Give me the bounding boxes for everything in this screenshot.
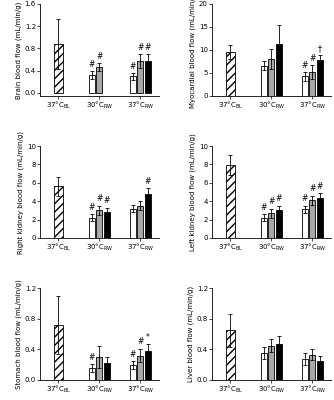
Bar (317, 361, 323, 380)
Text: #: # (89, 60, 95, 69)
Text: #: # (96, 52, 103, 61)
Bar (145, 351, 151, 380)
Bar (96, 357, 103, 380)
Bar (261, 218, 267, 238)
Bar (137, 356, 143, 380)
Bar (302, 210, 308, 238)
Text: #: # (89, 203, 95, 212)
Bar (261, 66, 267, 96)
Bar (130, 208, 136, 238)
Text: †: † (318, 44, 322, 53)
Bar (261, 353, 267, 380)
Y-axis label: Stomach blood flow (mL/min/g): Stomach blood flow (mL/min/g) (15, 279, 22, 389)
Bar (226, 52, 235, 96)
Bar (317, 198, 323, 238)
Text: #: # (137, 43, 144, 52)
Y-axis label: Brain blood flow (mL/min/g): Brain blood flow (mL/min/g) (15, 1, 22, 98)
Bar (54, 186, 63, 238)
Text: #: # (316, 182, 323, 191)
Text: #: # (130, 350, 136, 359)
Text: #: # (130, 62, 136, 71)
Bar (226, 166, 235, 238)
Text: #: # (302, 60, 308, 70)
Bar (309, 200, 315, 238)
Bar (104, 363, 110, 380)
Text: *: * (146, 333, 150, 342)
Bar (89, 368, 95, 380)
Bar (309, 355, 315, 380)
Bar (226, 330, 235, 380)
Text: #: # (144, 43, 151, 52)
Bar (268, 346, 275, 380)
Bar (54, 325, 63, 380)
Bar (137, 61, 143, 93)
Bar (130, 365, 136, 380)
Bar (302, 359, 308, 380)
Bar (309, 72, 315, 96)
Y-axis label: Right kidney blood flow (mL/min/g): Right kidney blood flow (mL/min/g) (18, 130, 24, 254)
Bar (137, 206, 143, 238)
Bar (268, 59, 275, 96)
Bar (96, 67, 103, 93)
Text: #: # (89, 353, 95, 362)
Bar (276, 344, 282, 380)
Bar (317, 60, 323, 96)
Bar (104, 212, 110, 238)
Text: #: # (96, 194, 103, 204)
Text: #: # (309, 54, 315, 63)
Text: #: # (309, 184, 315, 193)
Y-axis label: Myocardial blood flow (mL/min/g): Myocardial blood flow (mL/min/g) (190, 0, 196, 108)
Text: #: # (137, 337, 144, 346)
Text: #: # (268, 197, 275, 206)
Y-axis label: Left kidney blood flow (mL/min/g): Left kidney blood flow (mL/min/g) (190, 133, 196, 251)
Bar (268, 213, 275, 238)
Bar (96, 210, 103, 238)
Bar (130, 76, 136, 93)
Bar (302, 76, 308, 96)
Text: #: # (276, 194, 282, 204)
Text: #: # (104, 196, 110, 205)
Bar (145, 61, 151, 93)
Bar (54, 44, 63, 93)
Bar (276, 210, 282, 238)
Bar (276, 44, 282, 96)
Y-axis label: Liver blood flow (mL/min/g): Liver blood flow (mL/min/g) (187, 286, 194, 382)
Bar (89, 218, 95, 238)
Text: #: # (261, 203, 267, 212)
Bar (89, 75, 95, 93)
Text: #: # (144, 177, 151, 186)
Text: #: # (302, 194, 308, 204)
Bar (145, 194, 151, 238)
